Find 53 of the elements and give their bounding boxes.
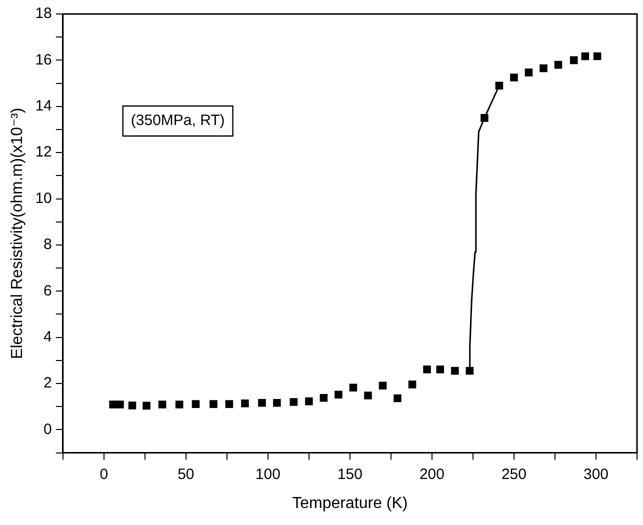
point bbox=[349, 384, 358, 392]
point bbox=[378, 382, 387, 390]
point bbox=[158, 400, 166, 408]
point bbox=[320, 394, 328, 402]
y-tick-label: 6 bbox=[44, 282, 52, 300]
x-tick-label: 300 bbox=[583, 466, 609, 483]
x-tick-label: 200 bbox=[419, 466, 444, 483]
annotation: (350MPa, RT) bbox=[130, 112, 225, 130]
point bbox=[593, 52, 602, 60]
point bbox=[436, 366, 444, 374]
point bbox=[408, 380, 416, 388]
point bbox=[258, 399, 266, 407]
y-tick-label: 16 bbox=[35, 51, 52, 68]
point bbox=[570, 56, 578, 64]
point bbox=[241, 399, 249, 408]
point bbox=[423, 366, 431, 374]
point bbox=[581, 52, 590, 60]
point bbox=[334, 390, 342, 398]
x-tick-label: 50 bbox=[178, 466, 194, 483]
point bbox=[210, 400, 218, 408]
x-axis-title: Temperature (K) bbox=[292, 494, 408, 512]
point bbox=[495, 82, 504, 90]
x-tick-label: 250 bbox=[501, 466, 526, 483]
point bbox=[451, 366, 459, 375]
y-tick-label: 14 bbox=[35, 98, 52, 115]
point bbox=[192, 400, 200, 408]
y-tick-label: 0 bbox=[44, 420, 52, 438]
x-tick-label: 150 bbox=[337, 466, 362, 483]
point bbox=[175, 400, 184, 408]
point bbox=[364, 392, 372, 400]
y-tick-label: 12 bbox=[35, 144, 52, 161]
x-tick-label: 100 bbox=[255, 466, 280, 483]
y-tick-label: 8 bbox=[44, 236, 52, 254]
point bbox=[273, 399, 281, 407]
y-tick-label: 2 bbox=[44, 374, 52, 392]
x-tick-label: 0 bbox=[100, 466, 108, 483]
y-tick-label: 4 bbox=[44, 328, 52, 346]
y-axis-title: Electrical Resistivity(ohm.m)(x10⁻³) bbox=[9, 108, 26, 359]
point bbox=[394, 394, 402, 402]
point bbox=[116, 400, 124, 408]
point bbox=[305, 397, 313, 406]
point bbox=[480, 114, 488, 122]
y-tick-label: 18 bbox=[35, 5, 52, 22]
point bbox=[290, 398, 298, 406]
point bbox=[540, 64, 548, 72]
point bbox=[554, 60, 562, 69]
point bbox=[466, 366, 474, 375]
point bbox=[510, 74, 518, 82]
point bbox=[128, 402, 136, 410]
point bbox=[225, 400, 234, 408]
y-tick-label: 10 bbox=[35, 190, 52, 207]
point bbox=[524, 68, 533, 76]
point bbox=[142, 402, 150, 410]
